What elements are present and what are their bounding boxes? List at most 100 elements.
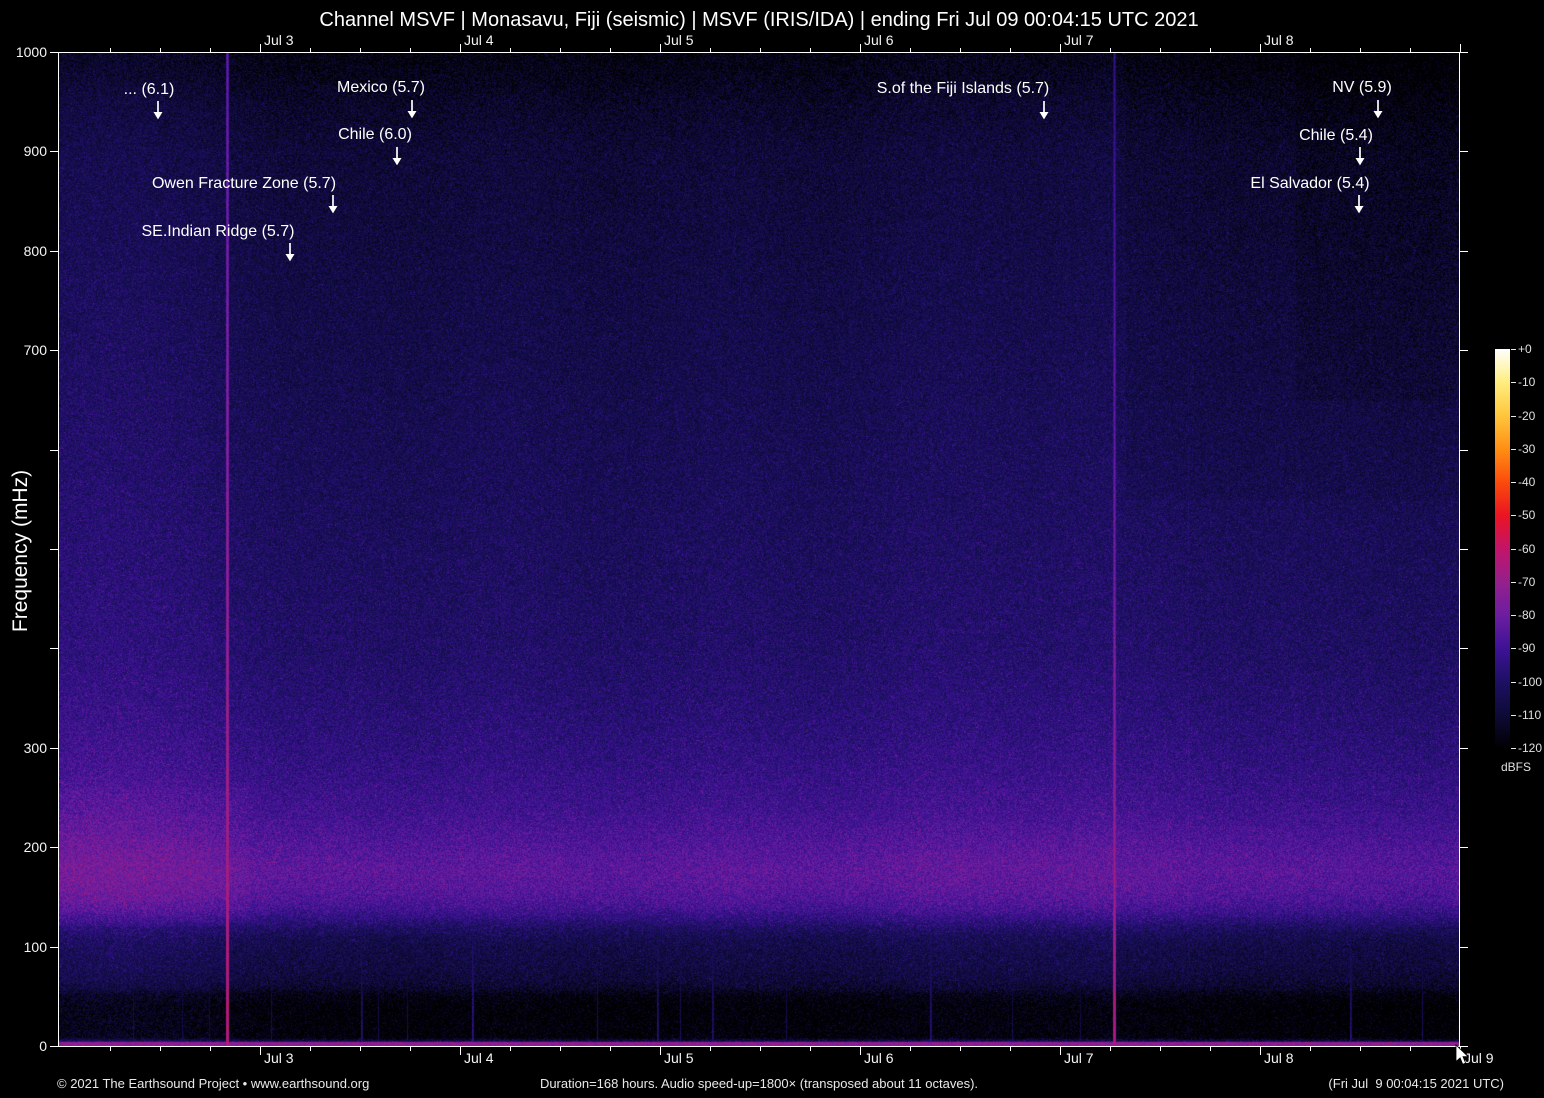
colorbar-tick-label: -40 <box>1518 475 1536 489</box>
x-minor-tick-bottom <box>710 1047 711 1051</box>
x-tick-label-bottom: Jul 8 <box>1264 1050 1294 1066</box>
colorbar-tick-label: -30 <box>1518 442 1536 456</box>
x-minor-tick-bottom <box>110 1047 111 1051</box>
mouse-cursor <box>1455 1044 1470 1065</box>
x-tick-top <box>460 44 461 52</box>
y-tick-left <box>50 350 58 351</box>
colorbar-tick <box>1511 382 1516 383</box>
x-tick-label-bottom: Jul 6 <box>864 1050 894 1066</box>
x-tick-bottom <box>260 1047 261 1055</box>
y-tick-label: 300 <box>23 740 47 756</box>
y-tick-left <box>50 151 58 152</box>
x-tick-label-bottom: Jul 5 <box>664 1050 694 1066</box>
x-tick-label-top: Jul 8 <box>1264 32 1294 48</box>
chart-title: Channel MSVF | Monasavu, Fiji (seismic) … <box>319 9 1199 31</box>
footer-copyright: © 2021 The Earthsound Project • www.eart… <box>57 1076 370 1091</box>
colorbar-tick-label: -50 <box>1518 508 1536 522</box>
x-tick-bottom <box>460 1047 461 1055</box>
x-minor-tick-bottom <box>310 1047 311 1051</box>
y-tick-right <box>1460 52 1468 53</box>
y-tick-right <box>1460 251 1468 252</box>
colorbar-tick <box>1511 582 1516 583</box>
x-tick-bottom <box>1060 1047 1061 1055</box>
colorbar-unit-label: dBFS <box>1500 760 1531 774</box>
x-minor-tick-bottom <box>810 1047 811 1051</box>
y-tick-left <box>50 648 58 649</box>
x-minor-tick-bottom <box>910 1047 911 1051</box>
y-tick-right <box>1460 648 1468 649</box>
colorbar-tick <box>1511 715 1516 716</box>
y-tick-label: 0 <box>39 1038 47 1054</box>
y-tick-label: 800 <box>23 243 47 259</box>
x-tick-label-top: Jul 7 <box>1064 32 1094 48</box>
colorbar-tick <box>1511 615 1516 616</box>
x-minor-tick-bottom <box>510 1047 511 1051</box>
x-minor-tick-bottom <box>1110 1047 1111 1051</box>
colorbar-tick-label: -120 <box>1518 741 1543 755</box>
y-tick-right <box>1460 450 1468 451</box>
x-tick-top <box>1060 44 1061 52</box>
x-minor-tick-bottom <box>960 1047 961 1051</box>
x-tick-top <box>860 44 861 52</box>
y-tick-label: 1000 <box>15 44 47 60</box>
spectrogram-canvas <box>59 53 1459 1046</box>
colorbar-tick <box>1511 515 1516 516</box>
colorbar-tick <box>1511 549 1516 550</box>
colorbar-tick-label: +0 <box>1518 342 1532 356</box>
x-tick-bottom <box>1260 1047 1261 1055</box>
x-minor-tick-bottom <box>1360 1047 1361 1051</box>
y-tick-right <box>1460 549 1468 550</box>
y-tick-label: 700 <box>23 342 47 358</box>
y-tick-label: 100 <box>23 939 47 955</box>
footer-timestamp: (Fri Jul 9 00:04:15 2021 UTC) <box>1328 1076 1504 1091</box>
colorbar-tick <box>1511 648 1516 649</box>
x-minor-tick-bottom <box>1210 1047 1211 1051</box>
x-tick-bottom <box>860 1047 861 1055</box>
x-minor-tick-bottom <box>760 1047 761 1051</box>
x-minor-tick-bottom <box>410 1047 411 1051</box>
x-tick-top <box>260 44 261 52</box>
y-tick-left <box>50 251 58 252</box>
x-tick-bottom <box>660 1047 661 1055</box>
y-tick-left <box>50 1046 58 1047</box>
x-tick-label-top: Jul 3 <box>264 32 294 48</box>
colorbar-gradient <box>1495 349 1510 749</box>
colorbar-tick <box>1511 349 1516 350</box>
x-minor-tick-bottom <box>1310 1047 1311 1051</box>
x-tick-label-bottom: Jul 4 <box>464 1050 494 1066</box>
y-tick-label: 200 <box>23 839 47 855</box>
y-tick-right <box>1460 947 1468 948</box>
x-tick-label-top: Jul 4 <box>464 32 494 48</box>
x-tick-label-bottom: Jul 3 <box>264 1050 294 1066</box>
colorbar-tick-label: -100 <box>1518 675 1543 689</box>
y-tick-right <box>1460 151 1468 152</box>
y-tick-right <box>1460 847 1468 848</box>
colorbar-tick <box>1511 682 1516 683</box>
y-tick-left <box>50 748 58 749</box>
x-minor-tick-bottom <box>360 1047 361 1051</box>
x-tick-label-top: Jul 5 <box>664 32 694 48</box>
x-minor-tick-bottom <box>160 1047 161 1051</box>
y-tick-right <box>1460 748 1468 749</box>
colorbar-tick-label: -70 <box>1518 575 1536 589</box>
x-minor-tick-bottom <box>560 1047 561 1051</box>
y-tick-left <box>50 450 58 451</box>
colorbar-tick <box>1511 416 1516 417</box>
y-tick-right <box>1460 350 1468 351</box>
colorbar-tick-label: -90 <box>1518 641 1536 655</box>
x-tick-top <box>1260 44 1261 52</box>
x-minor-tick-bottom <box>210 1047 211 1051</box>
x-tick-label-top: Jul 6 <box>864 32 894 48</box>
y-tick-label: 900 <box>23 143 47 159</box>
colorbar-tick-label: -80 <box>1518 608 1536 622</box>
x-minor-tick-bottom <box>1160 1047 1161 1051</box>
y-tick-left <box>50 947 58 948</box>
colorbar-tick <box>1511 482 1516 483</box>
x-minor-tick-bottom <box>1010 1047 1011 1051</box>
colorbar-tick <box>1511 748 1516 749</box>
x-tick-top <box>1460 44 1461 52</box>
x-minor-tick-bottom <box>1410 1047 1411 1051</box>
y-tick-left <box>50 549 58 550</box>
colorbar-tick-label: -110 <box>1518 708 1542 722</box>
